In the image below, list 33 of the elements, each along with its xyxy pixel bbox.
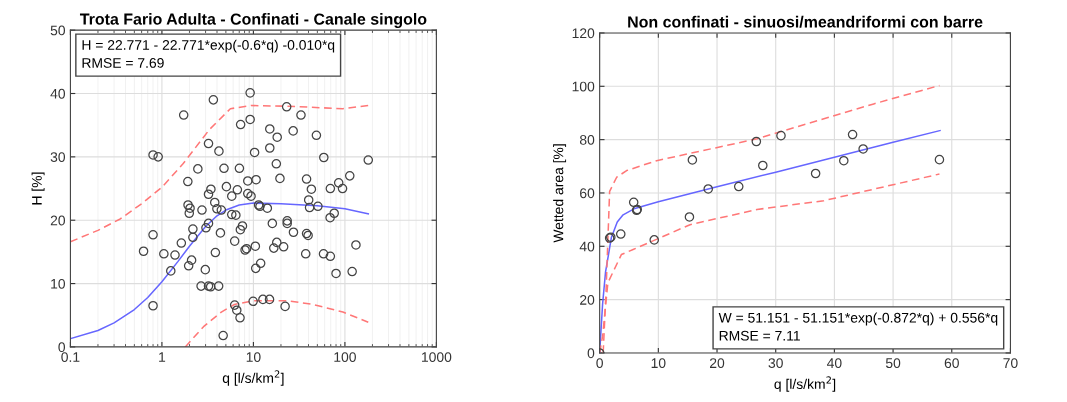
y-tick-label: 50: [50, 25, 66, 36]
y-tick-label: 30: [50, 152, 66, 163]
y-axis-title: Wetted area [%]: [553, 144, 567, 243]
x-tick-label: 70: [1003, 358, 1018, 369]
x-tick-label: 1000: [422, 352, 452, 362]
annotation: H = 22.771 - 22.771*exp(-0.6*q) -0.010*q RMSE = 7.69: [82, 39, 335, 68]
x-tick-label: 20: [710, 358, 725, 369]
x-tick-label: 40: [826, 358, 842, 369]
y-tick-label: 20: [580, 294, 595, 305]
chart-title: Trota Fario Adulta - Confinati - Canale singolo: [79, 13, 427, 28]
y-tick-label: 60: [580, 188, 595, 199]
x-tick-label: 100: [334, 352, 356, 362]
y-tick-label: 80: [579, 134, 595, 145]
annotation: W = 51.151 - 51.151*exp(-0.872*q) + 0.556*q RMSE = 7.11: [718, 312, 998, 341]
x-tick-label: 10: [651, 358, 666, 369]
y-tick-label: 10: [51, 278, 66, 289]
y-tick-label: 40: [50, 88, 66, 99]
chart-title: Non confinati - sinuosi/meandriformi con barre: [628, 15, 983, 28]
x-tick-label: 0: [596, 358, 603, 369]
y-tick-label: 100: [572, 81, 595, 92]
x-tick-label: 1: [159, 352, 166, 362]
y-tick-label: 40: [579, 241, 595, 252]
x-axis-title: q [l/s/km$^{2}$]: [774, 376, 836, 392]
y-tick-label: 120: [572, 28, 595, 39]
x-axis-title: q [l/s/km$^{2}$]: [222, 370, 284, 386]
y-tick-label: 20: [50, 215, 66, 226]
x-tick-label: 10: [246, 352, 261, 362]
x-tick-label: 50: [885, 358, 901, 369]
x-tick-label: 30: [768, 358, 783, 369]
y-tick-label: 0: [58, 342, 66, 353]
x-tick-label: 60: [944, 358, 959, 369]
x-tick-label: 0.1: [61, 352, 80, 362]
y-axis-title: H [%]: [31, 172, 45, 205]
